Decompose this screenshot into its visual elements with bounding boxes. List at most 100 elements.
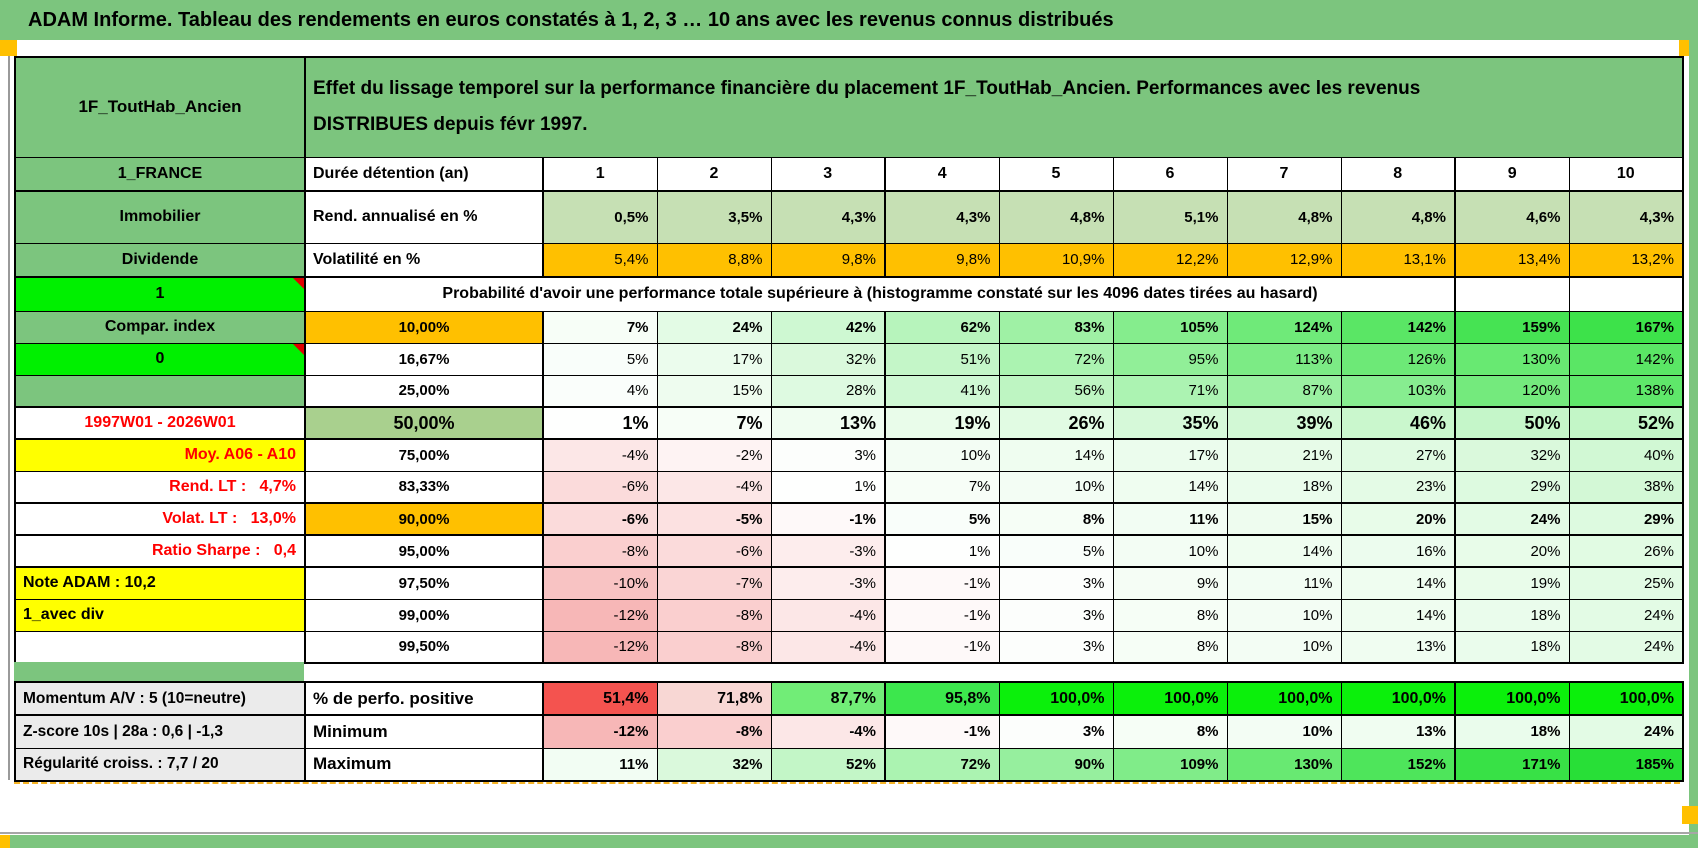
- column-header-cell[interactable]: 1: [542, 156, 658, 192]
- value-cell[interactable]: 4,3%: [770, 190, 886, 244]
- row-label-cell[interactable]: Moy. A06 - A10: [14, 438, 306, 472]
- value-cell[interactable]: -8%: [656, 714, 772, 749]
- row-label-cell[interactable]: Rend. LT : 4,7%: [14, 470, 306, 504]
- value-cell[interactable]: 13,1%: [1340, 242, 1456, 278]
- value-cell[interactable]: 10%: [1226, 714, 1342, 749]
- stat-label-cell[interactable]: Régularité croiss. : 7,7 / 20: [14, 747, 306, 782]
- value-cell[interactable]: 56%: [998, 374, 1114, 408]
- value-cell[interactable]: 95,8%: [884, 681, 1000, 716]
- value-cell[interactable]: 7%: [542, 310, 658, 344]
- value-cell[interactable]: 62%: [884, 310, 1000, 344]
- value-cell[interactable]: 126%: [1340, 342, 1456, 376]
- value-cell[interactable]: -2%: [656, 438, 772, 472]
- value-cell[interactable]: 25%: [1568, 566, 1684, 600]
- value-cell[interactable]: 18%: [1454, 630, 1570, 664]
- value-cell[interactable]: 4,8%: [1226, 190, 1342, 244]
- value-cell[interactable]: -4%: [770, 598, 886, 632]
- empty-cell[interactable]: [1568, 276, 1684, 312]
- value-cell[interactable]: -8%: [656, 598, 772, 632]
- value-cell[interactable]: -3%: [770, 566, 886, 600]
- value-cell[interactable]: 18%: [1454, 598, 1570, 632]
- column-header-cell[interactable]: 5: [998, 156, 1114, 192]
- column-header-cell[interactable]: 7: [1226, 156, 1342, 192]
- value-cell[interactable]: 142%: [1568, 342, 1684, 376]
- header-placement-cell[interactable]: 1F_ToutHab_Ancien: [14, 56, 306, 158]
- value-cell[interactable]: 100,0%: [998, 681, 1114, 716]
- value-cell[interactable]: 13%: [1340, 714, 1456, 749]
- row-label-cell[interactable]: Volat. LT : 13,0%: [14, 502, 306, 536]
- value-cell[interactable]: 5,1%: [1112, 190, 1228, 244]
- value-cell[interactable]: 40%: [1568, 438, 1684, 472]
- value-cell[interactable]: 42%: [770, 310, 886, 344]
- value-cell[interactable]: 4,6%: [1454, 190, 1570, 244]
- value-cell[interactable]: 8,8%: [656, 242, 772, 278]
- value-cell[interactable]: -3%: [770, 534, 886, 568]
- value-cell[interactable]: 51%: [884, 342, 1000, 376]
- value-cell[interactable]: 13%: [1340, 630, 1456, 664]
- value-cell[interactable]: 12,9%: [1226, 242, 1342, 278]
- column-header-cell[interactable]: 8: [1340, 156, 1456, 192]
- value-cell[interactable]: 100,0%: [1112, 681, 1228, 716]
- row-label-cell[interactable]: [14, 630, 306, 664]
- value-cell[interactable]: 8%: [1112, 630, 1228, 664]
- value-cell[interactable]: 87,7%: [770, 681, 886, 716]
- row-label-cell[interactable]: Note ADAM : 10,2: [14, 566, 306, 600]
- value-cell[interactable]: 130%: [1454, 342, 1570, 376]
- value-cell[interactable]: 24%: [656, 310, 772, 344]
- stat-name-cell[interactable]: Maximum: [304, 747, 544, 782]
- value-cell[interactable]: -8%: [656, 630, 772, 664]
- row-label-cell[interactable]: 1: [14, 276, 306, 312]
- value-cell[interactable]: 20%: [1340, 502, 1456, 536]
- value-cell[interactable]: 29%: [1454, 470, 1570, 504]
- value-cell[interactable]: 24%: [1568, 714, 1684, 749]
- value-cell[interactable]: 14%: [998, 438, 1114, 472]
- value-cell[interactable]: 8%: [1112, 714, 1228, 749]
- stat-label-cell[interactable]: Z-score 10s | 28a : 0,6 | -1,3: [14, 714, 306, 749]
- value-cell[interactable]: 17%: [656, 342, 772, 376]
- column-header-cell[interactable]: 10: [1568, 156, 1684, 192]
- value-cell[interactable]: 13%: [770, 406, 886, 440]
- value-cell[interactable]: 13,4%: [1454, 242, 1570, 278]
- value-cell[interactable]: 8%: [1112, 598, 1228, 632]
- value-cell[interactable]: -1%: [884, 714, 1000, 749]
- value-cell[interactable]: 26%: [998, 406, 1114, 440]
- value-cell[interactable]: 10%: [1112, 534, 1228, 568]
- value-cell[interactable]: 1%: [884, 534, 1000, 568]
- value-cell[interactable]: 27%: [1340, 438, 1456, 472]
- value-cell[interactable]: -12%: [542, 598, 658, 632]
- value-cell[interactable]: 52%: [770, 747, 886, 782]
- value-cell[interactable]: -6%: [542, 502, 658, 536]
- value-cell[interactable]: -1%: [884, 630, 1000, 664]
- value-cell[interactable]: -4%: [542, 438, 658, 472]
- value-cell[interactable]: 159%: [1454, 310, 1570, 344]
- value-cell[interactable]: -4%: [770, 714, 886, 749]
- value-cell[interactable]: 41%: [884, 374, 1000, 408]
- value-cell[interactable]: -5%: [656, 502, 772, 536]
- threshold-cell[interactable]: 99,50%: [304, 630, 544, 664]
- row-label-cell[interactable]: Compar. index: [14, 310, 306, 344]
- value-cell[interactable]: 16%: [1340, 534, 1456, 568]
- value-cell[interactable]: -12%: [542, 714, 658, 749]
- value-cell[interactable]: 3%: [770, 438, 886, 472]
- value-cell[interactable]: 35%: [1112, 406, 1228, 440]
- value-cell[interactable]: 3%: [998, 630, 1114, 664]
- value-cell[interactable]: 130%: [1226, 747, 1342, 782]
- row-label-cell[interactable]: 0: [14, 342, 306, 376]
- value-cell[interactable]: 8%: [998, 502, 1114, 536]
- value-cell[interactable]: 38%: [1568, 470, 1684, 504]
- value-cell[interactable]: 10,9%: [998, 242, 1114, 278]
- value-cell[interactable]: 87%: [1226, 374, 1342, 408]
- stat-label-cell[interactable]: Momentum A/V : 5 (10=neutre): [14, 681, 306, 716]
- value-cell[interactable]: 17%: [1112, 438, 1228, 472]
- value-cell[interactable]: 13,2%: [1568, 242, 1684, 278]
- stat-name-cell[interactable]: Minimum: [304, 714, 544, 749]
- threshold-cell[interactable]: 16,67%: [304, 342, 544, 376]
- value-cell[interactable]: 95%: [1112, 342, 1228, 376]
- row-label-cell[interactable]: 1_FRANCE: [14, 156, 306, 192]
- row-label-cell[interactable]: [14, 374, 306, 408]
- value-cell[interactable]: 5%: [884, 502, 1000, 536]
- row-label-cell[interactable]: 1_avec div: [14, 598, 306, 632]
- value-cell[interactable]: 142%: [1340, 310, 1456, 344]
- value-cell[interactable]: 72%: [998, 342, 1114, 376]
- value-cell[interactable]: 105%: [1112, 310, 1228, 344]
